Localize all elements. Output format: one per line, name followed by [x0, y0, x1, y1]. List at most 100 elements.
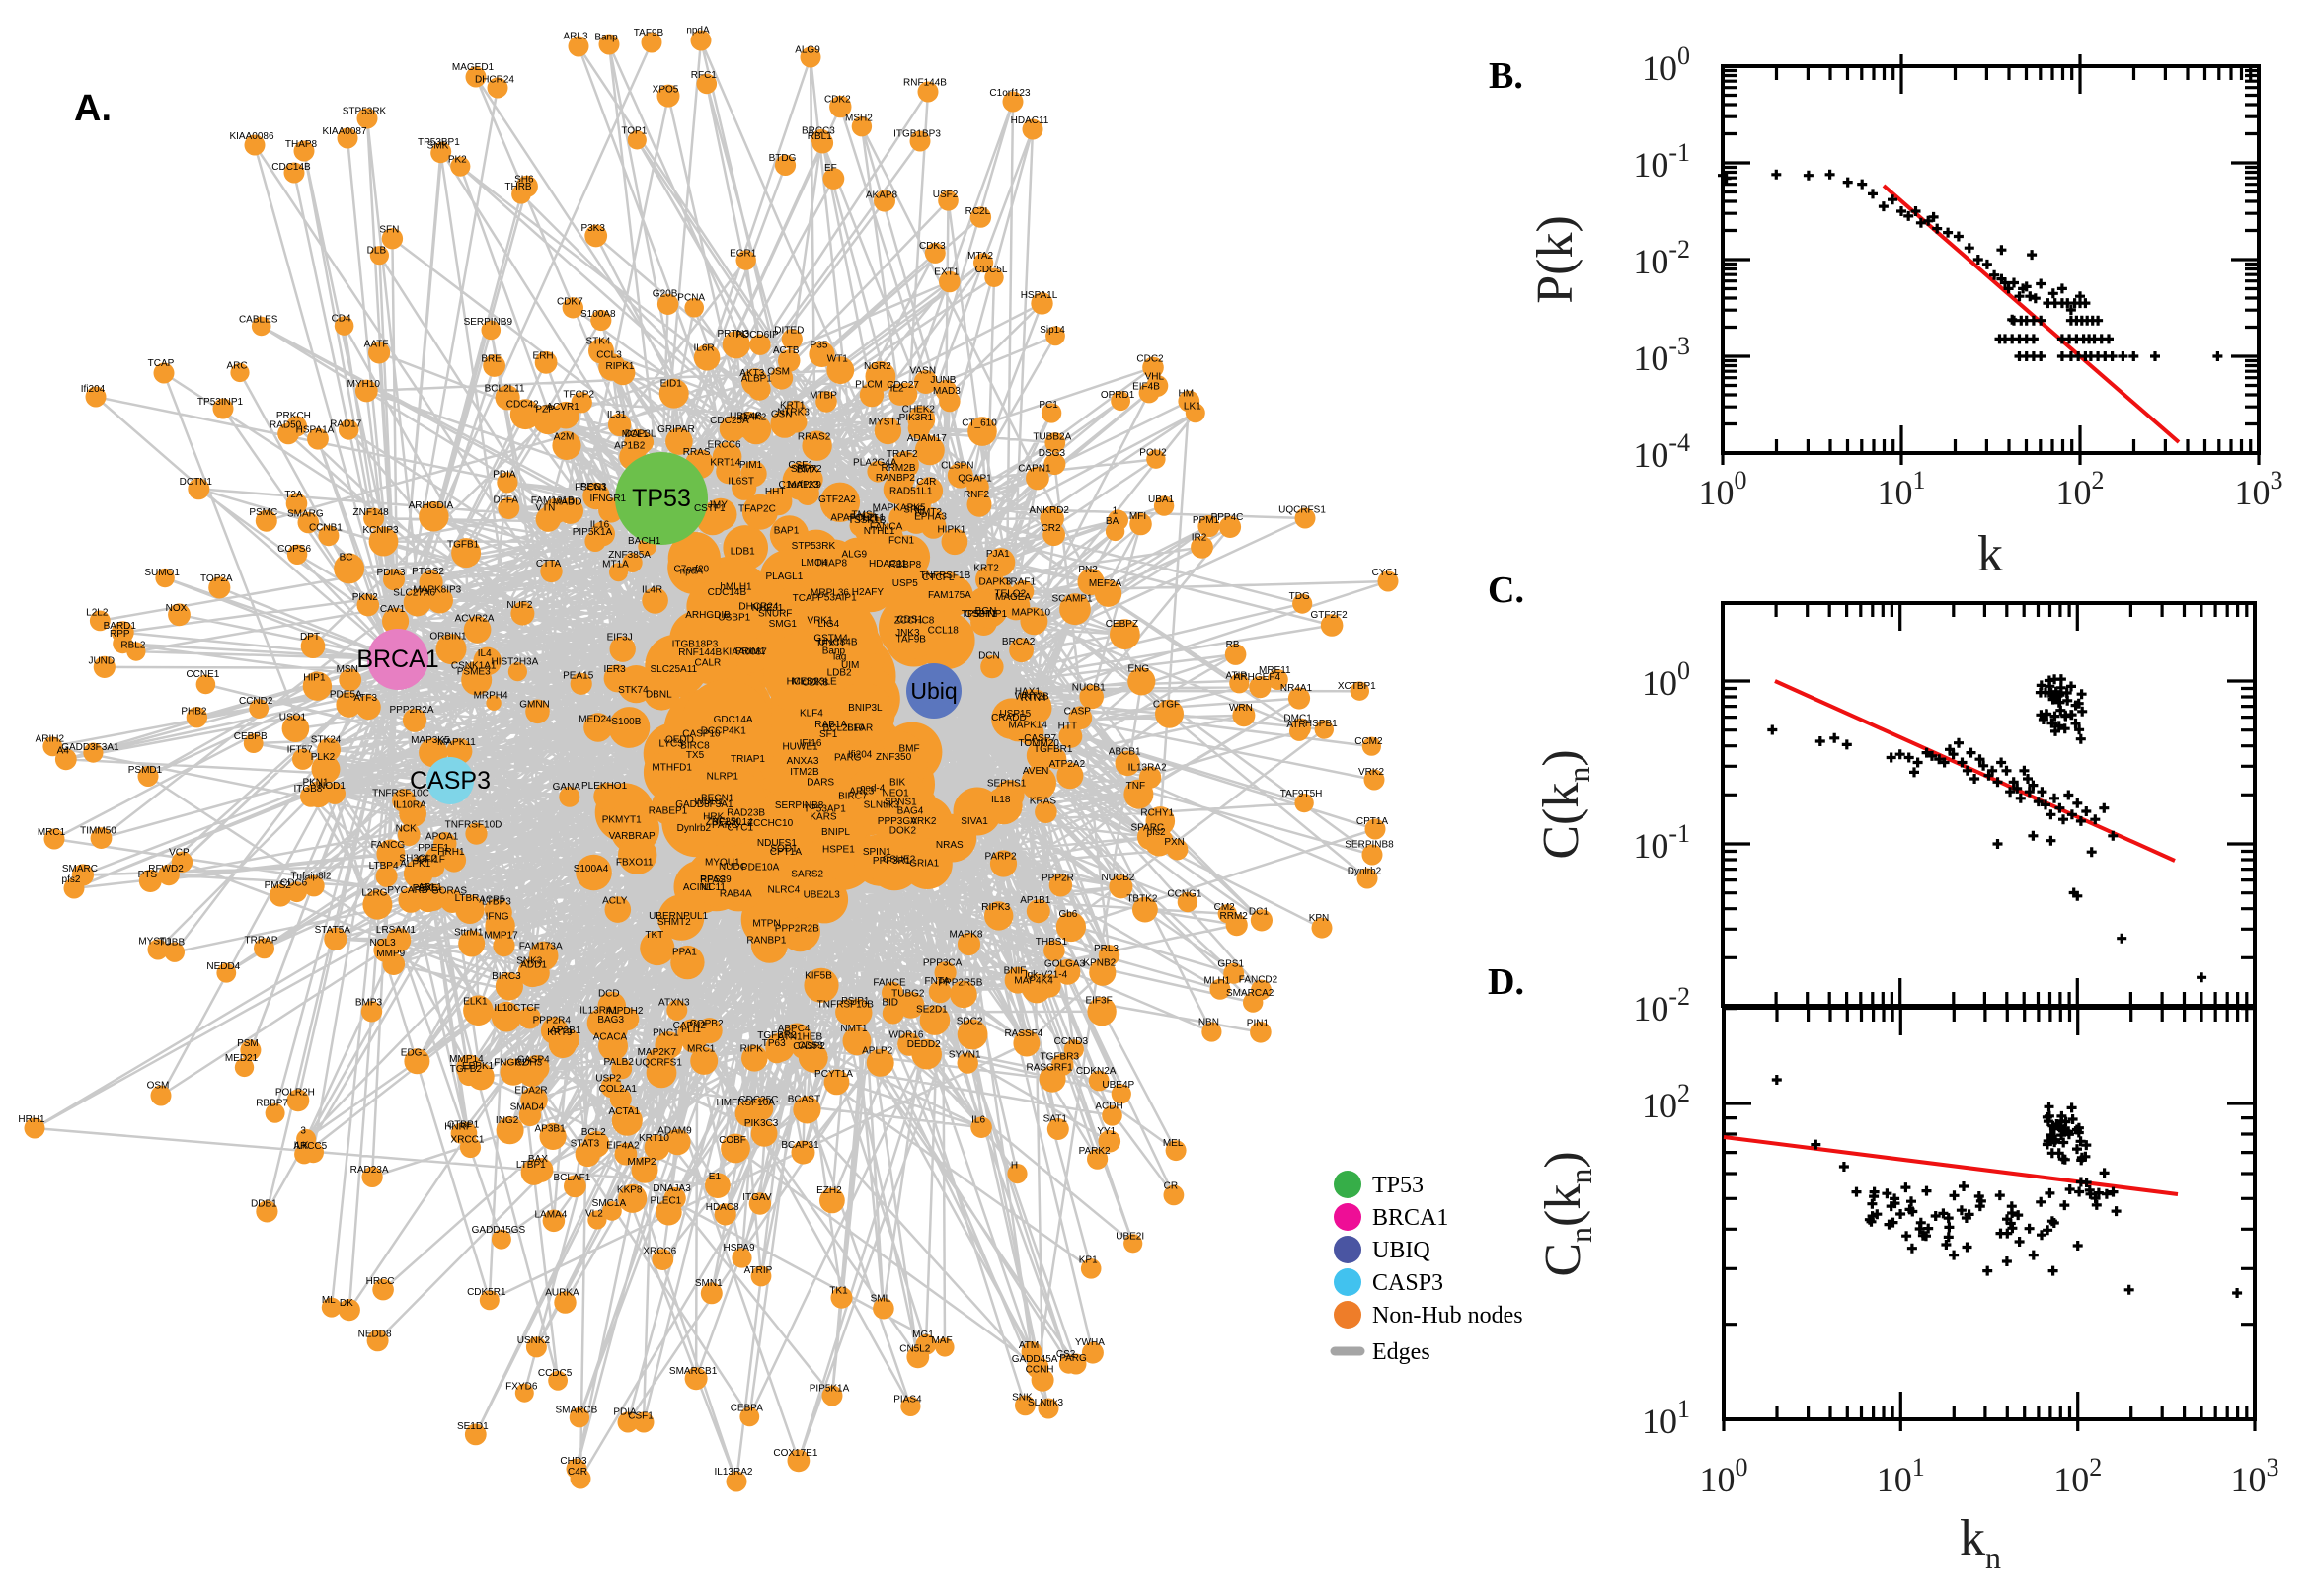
svg-text:KCNIP3: KCNIP3	[362, 525, 399, 536]
svg-text:MAP2K7: MAP2K7	[638, 1047, 677, 1058]
svg-text:DLB: DLB	[367, 245, 387, 256]
svg-text:RASSF4: RASSF4	[1004, 1028, 1042, 1039]
svg-text:PLA2G4A: PLA2G4A	[853, 458, 897, 469]
svg-text:LTBR: LTBR	[455, 893, 480, 904]
svg-text:RC2L: RC2L	[965, 206, 991, 217]
svg-text:BNIPL: BNIPL	[821, 827, 850, 838]
svg-text:D.: D.	[1488, 961, 1524, 1003]
svg-text:PPP2R4: PPP2R4	[533, 1016, 572, 1026]
svg-text:HIP1: HIP1	[303, 673, 326, 684]
svg-text:NMT1: NMT1	[840, 1024, 868, 1034]
svg-text:CEBPZ: CEBPZ	[1106, 619, 1138, 630]
svg-text:C1orf123: C1orf123	[779, 480, 820, 491]
svg-text:PRTN3: PRTN3	[717, 329, 749, 340]
svg-text:CSF1: CSF1	[628, 1411, 654, 1422]
svg-text:KP1: KP1	[1079, 1255, 1098, 1266]
svg-text:BECN1: BECN1	[701, 794, 734, 804]
svg-text:DCN: DCN	[978, 651, 1000, 662]
svg-text:Banp: Banp	[822, 646, 846, 657]
svg-text:RPP: RPP	[110, 629, 130, 640]
svg-text:ACTB: ACTB	[773, 345, 800, 356]
svg-text:LK1: LK1	[1184, 401, 1201, 412]
svg-text:CHEK2: CHEK2	[902, 404, 936, 415]
svg-text:APLP2: APLP2	[862, 1046, 893, 1057]
svg-text:CTCFL: CTCFL	[922, 572, 955, 583]
svg-text:KRT14: KRT14	[710, 457, 740, 468]
svg-text:RAD23A: RAD23A	[350, 1165, 389, 1176]
svg-text:STP53RK: STP53RK	[343, 107, 387, 117]
svg-text:DBNL: DBNL	[646, 689, 672, 700]
svg-text:TSSK1B: TSSK1B	[848, 515, 887, 526]
svg-text:pfs2: pfs2	[62, 874, 81, 885]
svg-text:npdA: npdA	[680, 566, 704, 576]
svg-text:CAV1: CAV1	[380, 604, 406, 615]
svg-text:CASP4: CASP4	[517, 1055, 550, 1066]
svg-text:IFNG: IFNG	[486, 912, 509, 923]
svg-text:CCND2: CCND2	[239, 696, 273, 707]
svg-text:VARBRAP: VARBRAP	[609, 831, 656, 842]
svg-text:KIF5B: KIF5B	[805, 971, 832, 982]
svg-text:CCND3: CCND3	[1054, 1036, 1089, 1047]
svg-text:EPPK1: EPPK1	[462, 1061, 495, 1072]
svg-text:NOL3: NOL3	[370, 938, 397, 949]
svg-text:CAPN1: CAPN1	[1018, 464, 1051, 475]
svg-text:EZH2: EZH2	[816, 1185, 842, 1196]
svg-text:COPS6: COPS6	[277, 544, 311, 555]
svg-text:C7orf20: C7orf20	[674, 565, 710, 575]
svg-text:IL6ST: IL6ST	[728, 476, 754, 487]
svg-text:RNF144B: RNF144B	[678, 647, 722, 658]
svg-text:HSPA1A: HSPA1A	[296, 424, 335, 435]
svg-text:NRAS: NRAS	[936, 840, 964, 851]
svg-text:PPP3CA: PPP3CA	[923, 958, 963, 969]
svg-text:BCL2: BCL2	[581, 1127, 606, 1138]
svg-text:TX5: TX5	[686, 750, 705, 761]
svg-text:TAF9B: TAF9B	[896, 634, 927, 645]
svg-text:CEBPA: CEBPA	[731, 1404, 763, 1414]
svg-text:ELK1: ELK1	[463, 996, 488, 1007]
svg-text:Banp: Banp	[594, 33, 618, 43]
svg-text:SMN1: SMN1	[695, 1278, 723, 1289]
svg-text:MMP2: MMP2	[628, 1157, 656, 1168]
svg-text:CRADD: CRADD	[991, 713, 1027, 723]
svg-text:DEDD2: DEDD2	[907, 1039, 941, 1050]
svg-text:SRP72: SRP72	[791, 464, 822, 475]
svg-text:TIMM50: TIMM50	[80, 826, 116, 837]
svg-text:ATF3: ATF3	[353, 693, 377, 704]
svg-text:SH6: SH6	[514, 174, 534, 185]
svg-text:CDK7: CDK7	[557, 296, 583, 307]
svg-text:PCNA: PCNA	[677, 293, 705, 304]
svg-text:RIPK1: RIPK1	[606, 361, 635, 372]
svg-text:L2RG: L2RG	[361, 888, 387, 899]
svg-text:VL2: VL2	[585, 1209, 603, 1220]
svg-text:SE1D1: SE1D1	[457, 1421, 489, 1432]
svg-text:RRM2B: RRM2B	[881, 463, 915, 474]
svg-text:BAX: BAX	[528, 1154, 548, 1165]
svg-text:BMP3: BMP3	[355, 998, 383, 1009]
svg-text:CCL3: CCL3	[596, 350, 622, 361]
svg-text:SHMT2: SHMT2	[657, 917, 691, 928]
svg-text:IR2: IR2	[1192, 533, 1207, 544]
svg-text:G20B: G20B	[653, 289, 678, 300]
svg-text:ACP5: ACP5	[479, 894, 505, 905]
svg-text:IL16: IL16	[590, 519, 610, 530]
svg-text:ERH: ERH	[533, 351, 554, 362]
svg-text:PPEF1: PPEF1	[418, 843, 449, 854]
svg-text:SMARG: SMARG	[287, 509, 324, 520]
svg-text:RBBP7: RBBP7	[256, 1098, 288, 1108]
svg-text:XRCC1: XRCC1	[451, 1135, 485, 1146]
svg-text:CDC42: CDC42	[506, 400, 539, 411]
svg-text:BCAST: BCAST	[788, 1095, 820, 1105]
svg-text:PXN: PXN	[1164, 837, 1185, 848]
svg-text:CDS1: CDS1	[896, 614, 923, 625]
svg-text:C.: C.	[1488, 570, 1524, 611]
svg-text:CLSPN: CLSPN	[941, 461, 973, 472]
svg-text:PIM1: PIM1	[739, 460, 763, 471]
svg-text:ALG9: ALG9	[842, 549, 868, 560]
svg-text:MAPKAPK5: MAPKAPK5	[873, 503, 926, 514]
svg-text:GMNN: GMNN	[519, 700, 550, 711]
svg-text:pfs2: pfs2	[1147, 827, 1166, 838]
svg-text:DCCP4K1: DCCP4K1	[701, 726, 747, 737]
svg-text:MRC1: MRC1	[38, 827, 66, 838]
svg-text:ABPC4: ABPC4	[778, 1024, 811, 1034]
svg-text:USP5: USP5	[892, 578, 919, 589]
